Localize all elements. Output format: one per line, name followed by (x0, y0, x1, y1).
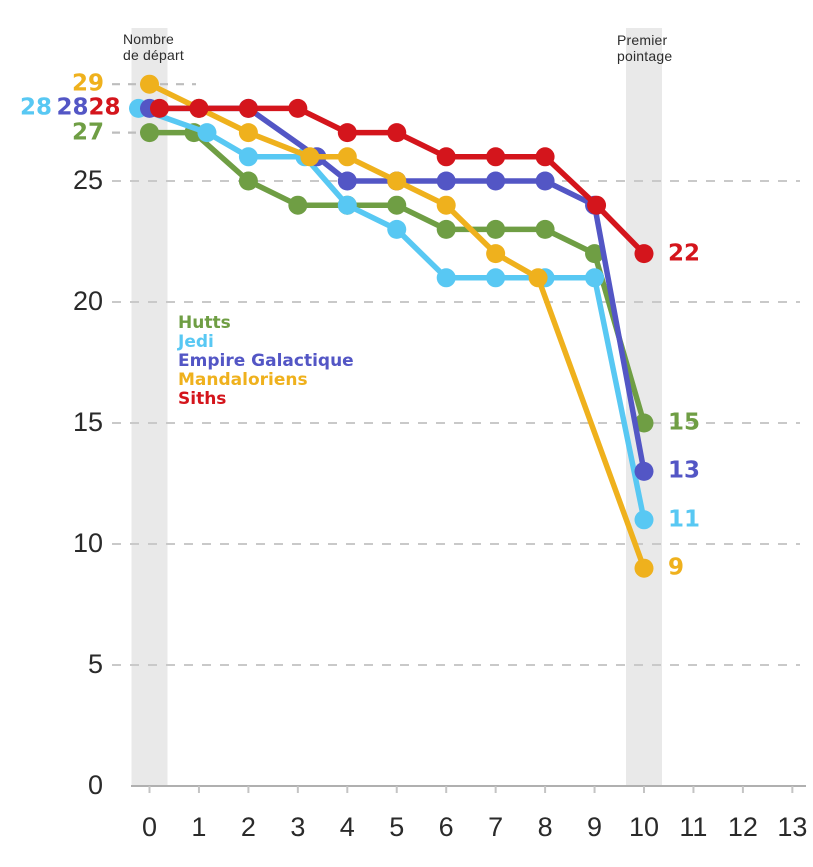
end-annotation-line2: pointage (617, 48, 673, 64)
series-marker-siths-x7 (486, 147, 506, 167)
x-axis-label-9: 9 (587, 812, 603, 842)
x-axis-label-3: 3 (290, 812, 306, 842)
series-marker-jedi-x5 (387, 219, 407, 239)
series-line-mandaloriens (146, 81, 647, 571)
series-marker-hutts-x3 (288, 195, 308, 215)
legend: Hutts Jedi Empire Galactique Mandalorien… (178, 314, 354, 409)
series-marker-empire-galactique-x10 (634, 461, 654, 481)
start-annotation: Nombre de départ (123, 31, 184, 63)
series-line-empire-galactique (146, 105, 647, 475)
series-marker-mandaloriens-x2 (238, 123, 258, 143)
start-value-label-mandaloriens: 29 (71, 70, 104, 97)
series-marker-hutts-x10 (634, 413, 654, 433)
highlight-band-start (131, 28, 168, 786)
start-value-label-siths: 28 (88, 94, 121, 121)
series-marker-jedi-x4 (337, 195, 357, 215)
x-axis-label-11: 11 (679, 812, 708, 842)
end-value-label-mandaloriens: 9 (668, 554, 685, 581)
legend-item-empire: Empire Galactique (178, 351, 354, 371)
series-marker-siths-x1 (189, 98, 209, 118)
start-annotation-line1: Nombre (123, 31, 174, 47)
end-value-label-hutts: 15 (668, 409, 701, 436)
series-marker-siths-x4 (337, 123, 357, 143)
series-marker-hutts-x8 (535, 219, 555, 239)
series-marker-mandaloriens-x0 (140, 74, 159, 94)
series-marker-mandaloriens-x4 (337, 147, 357, 167)
end-annotation: Premier pointage (617, 32, 672, 64)
series-marker-hutts-x6 (436, 219, 456, 239)
x-axis-label-1: 1 (191, 812, 207, 842)
y-axis-label-20: 20 (72, 285, 103, 316)
legend-item-jedi: Jedi (178, 332, 214, 352)
series-marker-siths-x2 (238, 98, 258, 118)
series-marker-mandaloriens-x5 (387, 171, 407, 191)
legend-item-siths: Siths (178, 389, 227, 409)
end-value-label-empire-galactique: 13 (668, 457, 701, 484)
y-axis-label-0: 0 (87, 769, 103, 800)
series-marker-hutts-x2 (238, 171, 258, 191)
start-value-label-hutts: 27 (71, 119, 104, 146)
start-annotation-line2: de départ (123, 47, 184, 63)
series-marker-siths-x6 (436, 147, 456, 167)
series-marker-mandaloriens-x7 (486, 244, 506, 264)
series-marker-jedi-x1 (197, 123, 217, 143)
x-axis-label-10: 10 (628, 812, 660, 842)
end-value-label-jedi: 11 (668, 506, 701, 533)
series-marker-siths-x9 (587, 195, 607, 215)
series-marker-jedi-x6 (436, 268, 456, 288)
series-marker-siths-x3 (288, 98, 308, 118)
y-axis-label-5: 5 (87, 648, 103, 679)
series-marker-hutts-x9 (585, 244, 605, 264)
x-axis-label-0: 0 (141, 812, 158, 842)
series-marker-hutts-x7 (486, 219, 506, 239)
series-marker-siths-x10 (634, 244, 654, 264)
series-marker-hutts-x5 (387, 195, 407, 215)
x-axis-label-8: 8 (537, 812, 553, 842)
y-axis-label-25: 25 (72, 164, 103, 195)
x-axis-label-13: 13 (777, 812, 808, 842)
x-axis-label-2: 2 (240, 812, 256, 842)
series-marker-empire-galactique-x8 (535, 171, 555, 191)
x-axis-label-5: 5 (389, 812, 405, 842)
x-axis-label-12: 12 (727, 812, 758, 842)
series-marker-jedi-x2 (238, 147, 258, 167)
y-axis-label-15: 15 (72, 406, 103, 437)
start-value-label-empire-galactique: 28 (56, 94, 89, 121)
series-marker-mandaloriens-x6 (436, 195, 456, 215)
x-axis-label-4: 4 (339, 812, 355, 842)
legend-item-hutts: Hutts (178, 313, 231, 333)
legend-item-mandaloriens: Mandaloriens (178, 370, 308, 390)
series-marker-siths-x0 (150, 98, 169, 118)
series-marker-jedi-x7 (486, 268, 506, 288)
series-marker-siths-x8 (535, 147, 555, 167)
series-marker-jedi-x9 (585, 268, 605, 288)
series-marker-mandaloriens-x3 (300, 147, 320, 167)
series-marker-empire-galactique-x4 (337, 171, 357, 191)
series-marker-mandaloriens-x10 (634, 558, 654, 578)
x-axis-label-7: 7 (488, 812, 504, 842)
end-annotation-line1: Premier (617, 32, 668, 48)
end-value-label-siths: 22 (668, 240, 701, 267)
series-marker-empire-galactique-x7 (486, 171, 506, 191)
series-marker-hutts-x0 (140, 123, 159, 143)
series-marker-jedi-x10 (634, 510, 654, 530)
series-marker-mandaloriens-x8 (528, 268, 548, 288)
series-marker-siths-x5 (387, 123, 407, 143)
start-value-label-jedi: 28 (19, 94, 52, 121)
y-axis-label-10: 10 (72, 527, 103, 558)
x-axis-label-6: 6 (438, 812, 454, 842)
series-marker-empire-galactique-x6 (436, 171, 456, 191)
